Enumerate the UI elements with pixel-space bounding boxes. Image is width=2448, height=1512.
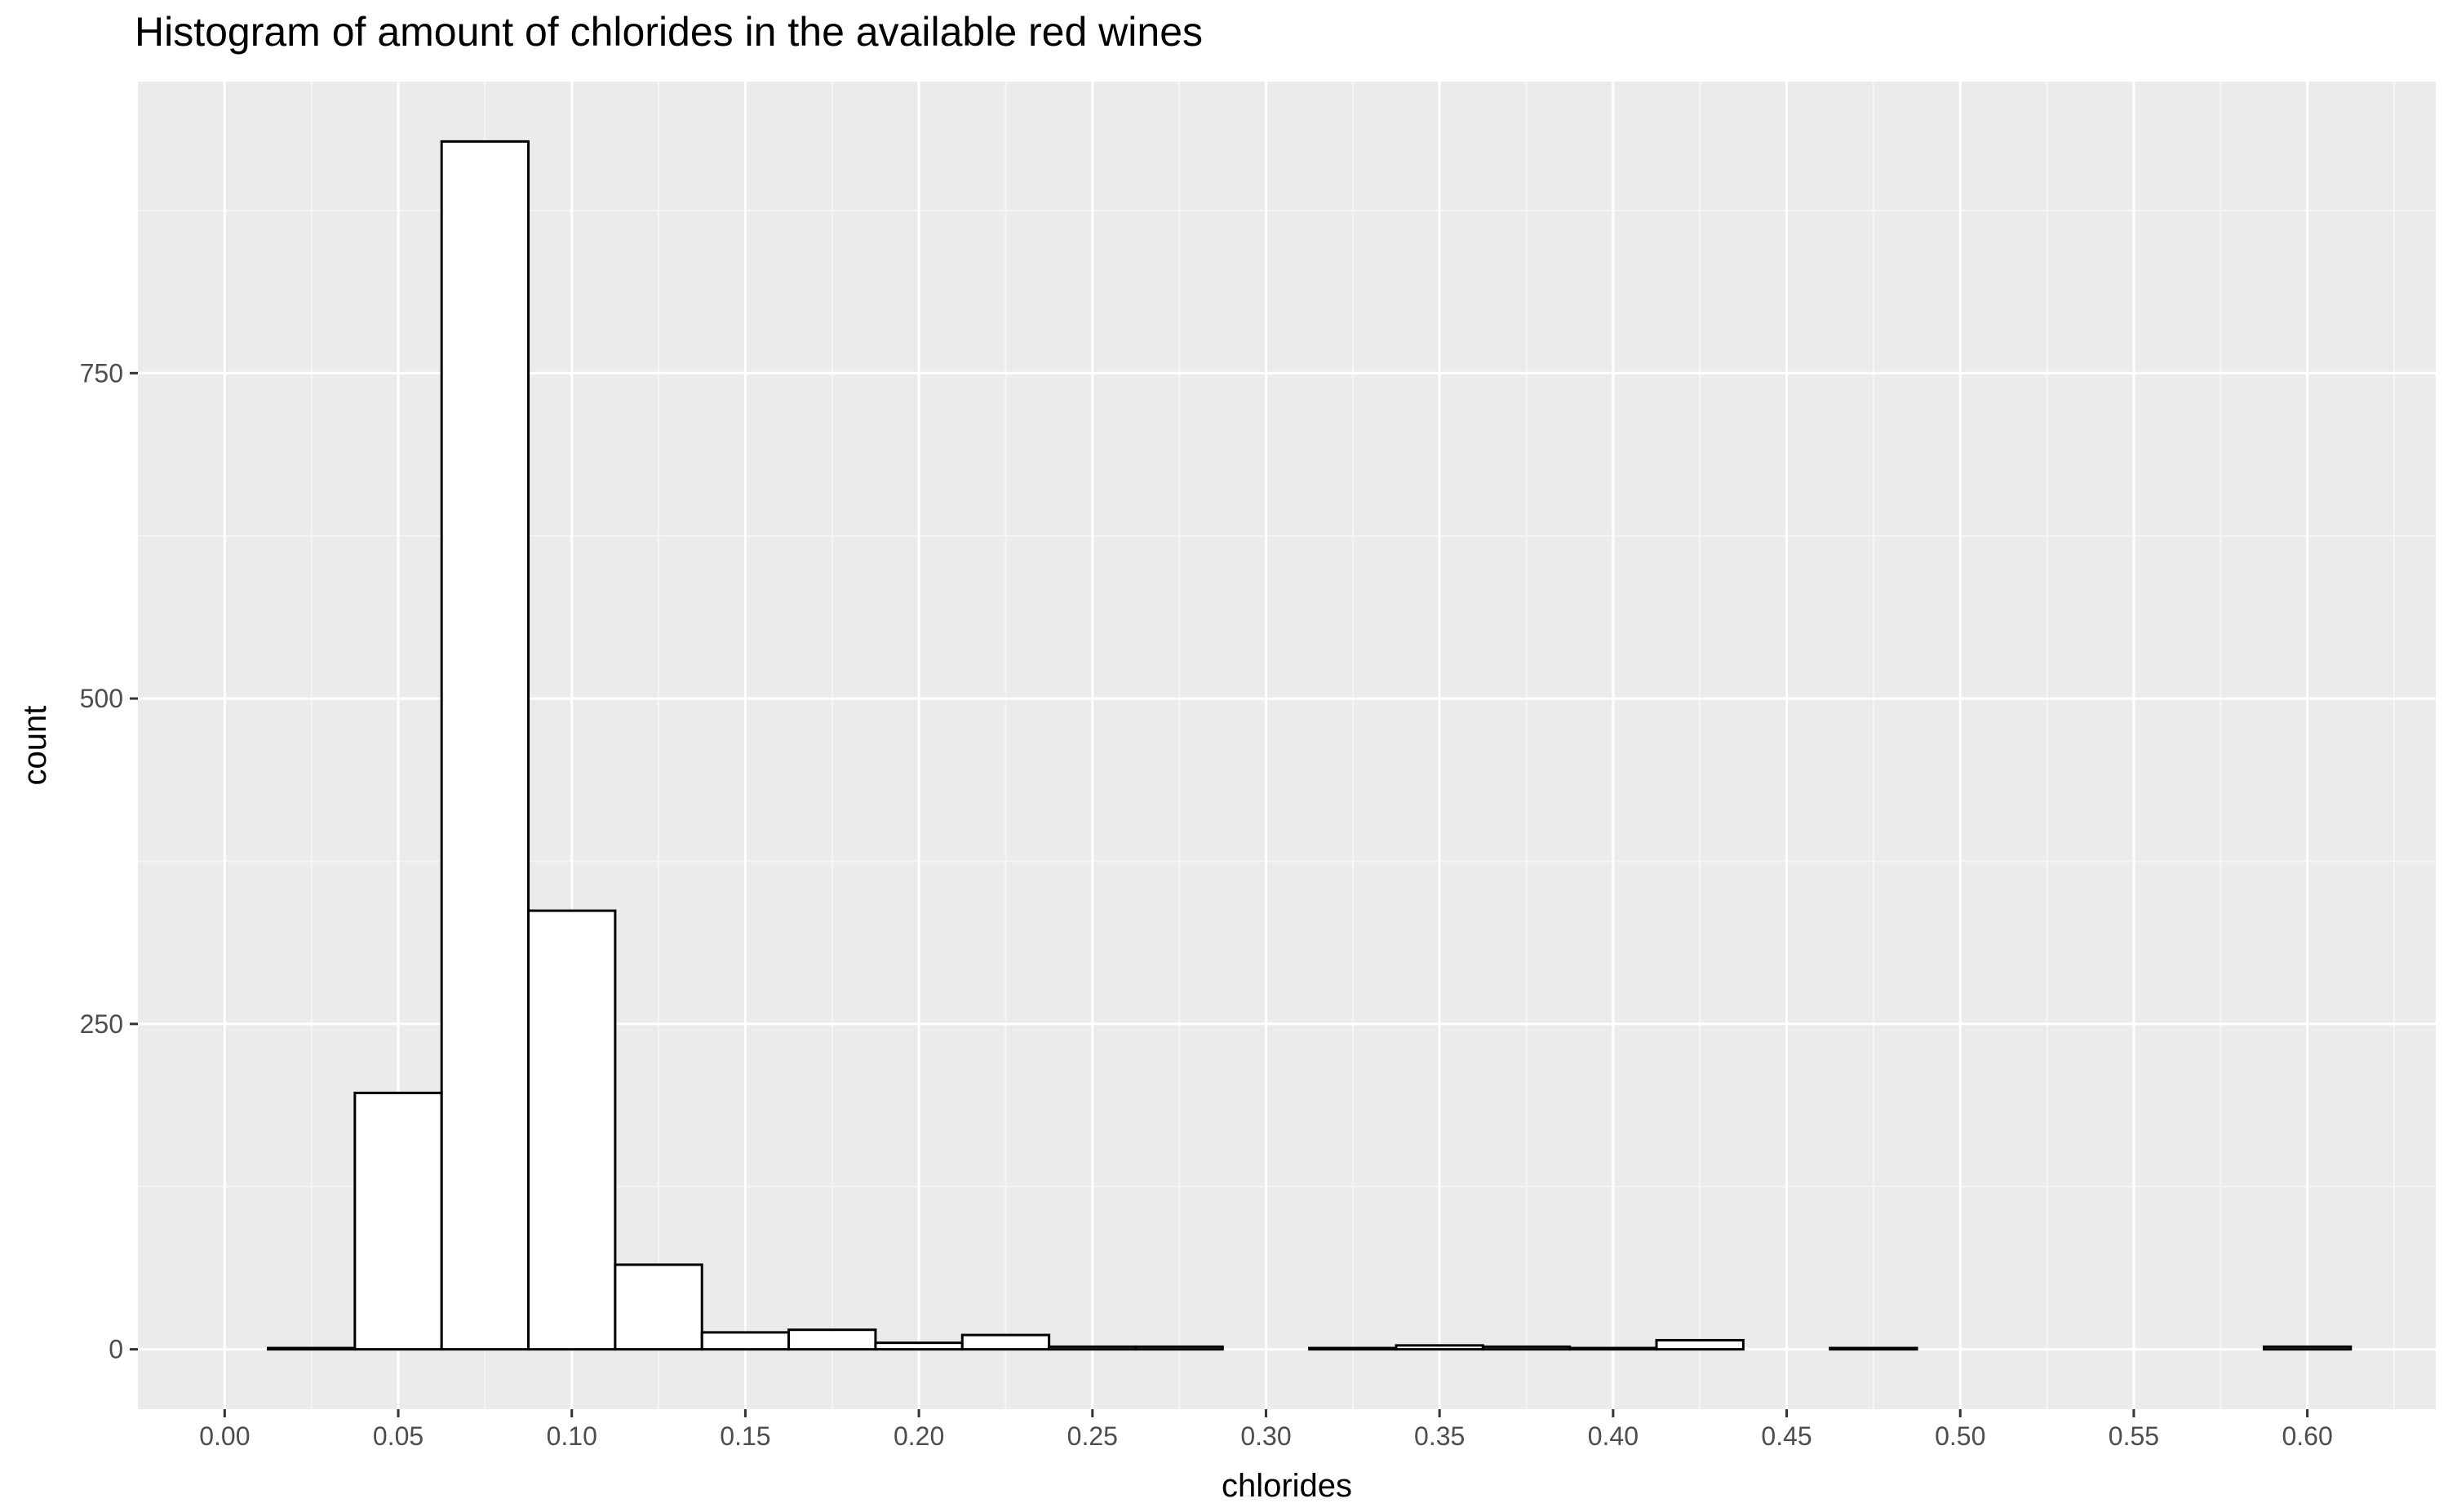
x-tick-label: 0.35 — [1414, 1421, 1465, 1451]
histogram-bar — [614, 1263, 703, 1351]
histogram-bar — [874, 1341, 964, 1351]
y-tick-label: 0 — [109, 1335, 123, 1364]
y-axis-ticks: 0 250 500 750 — [80, 358, 138, 1364]
histogram-bar — [1308, 1346, 1398, 1351]
histogram-bar — [1048, 1345, 1138, 1351]
x-tick-label: 0.15 — [720, 1421, 770, 1451]
histogram-bar — [1568, 1346, 1658, 1351]
x-tick-label: 0.40 — [1588, 1421, 1639, 1451]
histogram-bars — [267, 140, 2353, 1351]
x-tick-label: 0.10 — [547, 1421, 597, 1451]
histogram-bar — [1655, 1338, 1745, 1351]
histogram-bar — [1829, 1346, 1918, 1351]
x-tick-label: 0.30 — [1240, 1421, 1291, 1451]
histogram-bar — [2262, 1345, 2353, 1351]
histogram-bar — [1395, 1344, 1484, 1351]
y-axis-title: count — [17, 706, 53, 786]
y-tick-label: 750 — [80, 358, 123, 388]
histogram-bar — [353, 1091, 443, 1351]
x-axis-ticks: 0.00 0.05 0.10 0.15 0.20 0.25 0.30 0.35 0.40 0.45… — [199, 1409, 2333, 1451]
y-tick-label: 250 — [80, 1009, 123, 1039]
histogram-bar — [1481, 1345, 1572, 1351]
x-tick-label: 0.05 — [373, 1421, 424, 1451]
histogram-bar — [787, 1328, 877, 1351]
histogram-bar — [267, 1346, 357, 1351]
histogram-bar — [1134, 1345, 1224, 1351]
histogram-bar — [440, 140, 530, 1351]
x-tick-label: 0.20 — [894, 1421, 944, 1451]
x-tick-label: 0.45 — [1761, 1421, 1812, 1451]
major-gridlines — [138, 82, 2436, 1409]
x-axis-title: chlorides — [1222, 1468, 1352, 1504]
x-tick-label: 0.25 — [1067, 1421, 1118, 1451]
y-tick-label: 500 — [80, 684, 123, 713]
chart-title: Histogram of amount of chlorides in the … — [135, 9, 1204, 55]
x-tick-label: 0.55 — [2109, 1421, 2159, 1451]
x-tick-label: 0.00 — [199, 1421, 250, 1451]
histogram-bar — [527, 909, 617, 1351]
histogram-bar — [960, 1333, 1051, 1351]
x-tick-label: 0.60 — [2282, 1421, 2332, 1451]
histogram-bar — [700, 1331, 791, 1351]
x-tick-label: 0.50 — [1935, 1421, 1985, 1451]
